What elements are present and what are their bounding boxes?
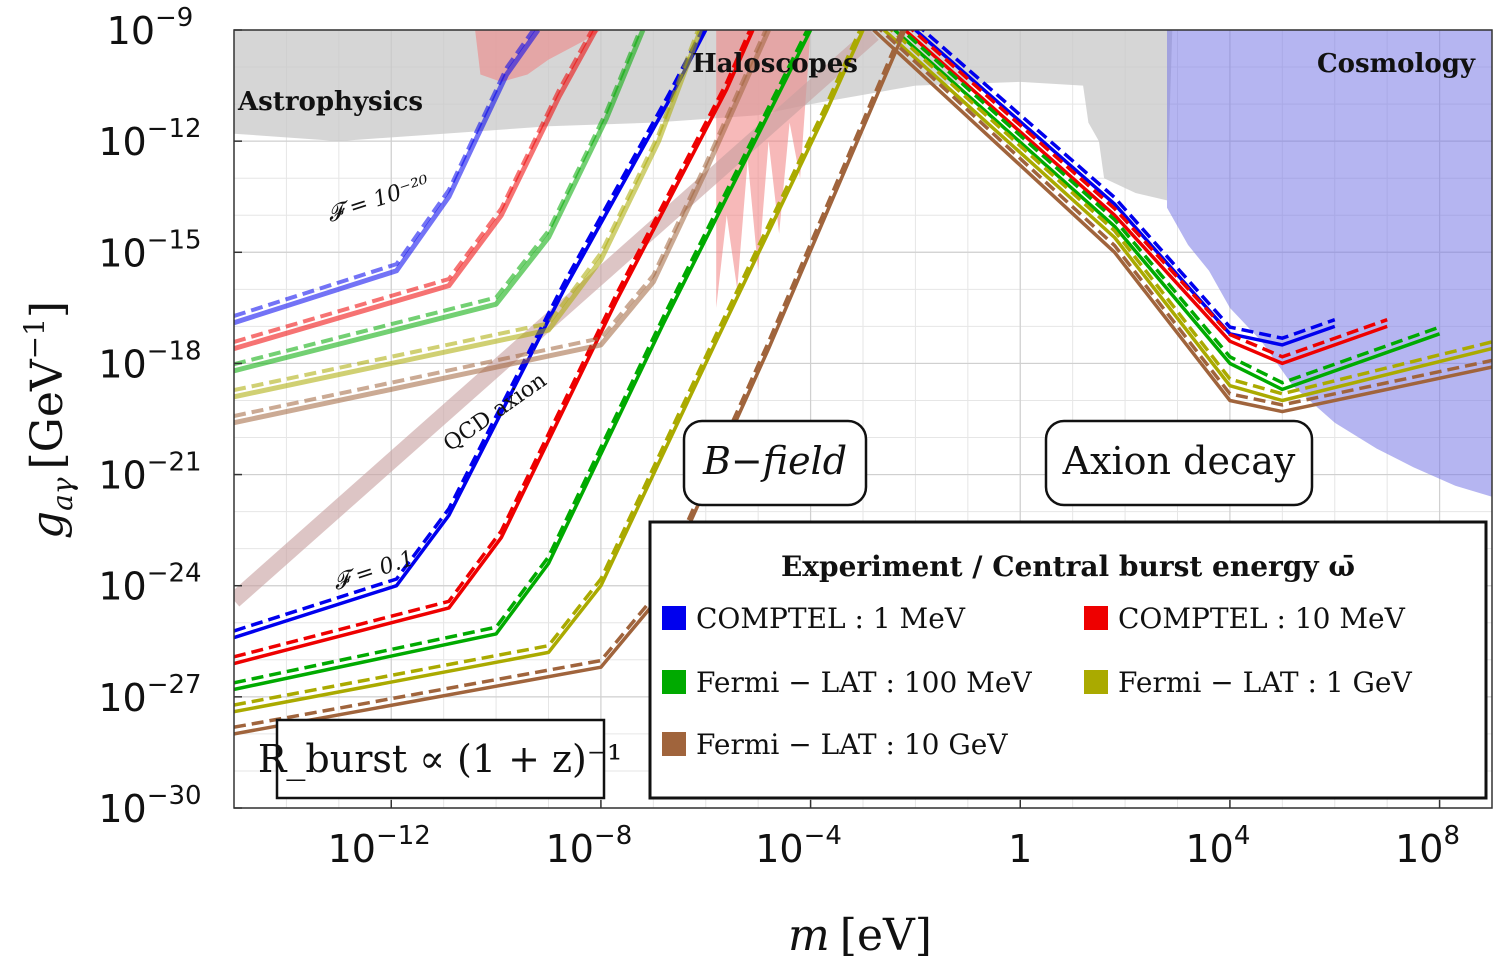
- y-axis-title: gaγ[GeV−1]: [18, 301, 79, 539]
- svg-text:gaγ[GeV−1]: gaγ[GeV−1]: [18, 301, 79, 539]
- axis-ticks: 10−12 10−8 10−4 1 104 108 10−9 10−12 10−15 10−18 1…: [98, 3, 1460, 871]
- series-3-decay-dashed: [888, 30, 1492, 396]
- series-4-bfield_F_high: [234, 30, 771, 426]
- series-3-decay: [882, 30, 1492, 403]
- legend-entry: COMPTEL : 1 MeV: [696, 602, 966, 635]
- sensitivity-curves: [234, 30, 1492, 736]
- series-2-decay: [893, 30, 1441, 392]
- legend-swatch: [1084, 670, 1108, 694]
- decay-label-box: Axion decay: [1044, 419, 1314, 507]
- series-2-decay-dashed: [899, 30, 1441, 385]
- legend-swatch: [662, 732, 686, 756]
- x-tick-label: 104: [1185, 821, 1250, 871]
- series-2-bfield_F_high: [234, 30, 646, 374]
- rate-label: R_burst ∝ (1 + z)⁻¹: [258, 737, 622, 782]
- series-4-decay: [872, 30, 1492, 414]
- legend-swatch: [662, 670, 686, 694]
- decay-label: Axion decay: [1062, 439, 1296, 483]
- y-tick-label: 10−24: [98, 559, 201, 609]
- x-tick-label: 108: [1395, 821, 1460, 871]
- series-3-bfield_F_high-dashed: [234, 30, 701, 393]
- legend-entry: Fermi − LAT : 1 GeV: [1118, 666, 1412, 699]
- series-2-bfield_F_low: [234, 30, 813, 692]
- f-high-label: 𝓕 = 10⁻²⁰: [324, 171, 433, 228]
- legend-title: Experiment / Central burst energy ω̄: [781, 550, 1355, 583]
- series-1-bfield_F_high: [234, 30, 598, 351]
- series-1-decay: [903, 30, 1388, 366]
- cosmology-region: [1167, 30, 1492, 497]
- haloscope-region: [475, 30, 601, 82]
- series-0-decay-dashed: [920, 30, 1336, 341]
- series-1-bfield_F_low-dashed: [234, 30, 752, 659]
- astrophysics-label: Astrophysics: [237, 87, 423, 117]
- y-tick-label: 10−27: [98, 670, 201, 720]
- y-tick-label: 10−9: [107, 3, 194, 53]
- legend: Experiment / Central burst energy ω̄ COM…: [648, 520, 1488, 800]
- bfield-label: B−field: [702, 439, 847, 483]
- f-low-label: 𝓕 = 0.1: [330, 546, 417, 596]
- legend-swatch: [662, 606, 686, 630]
- y-tick-label: 10−30: [98, 781, 201, 831]
- bfield-label-box: B−field: [682, 419, 868, 507]
- x-tick-label: 1: [1008, 827, 1032, 871]
- x-axis-title: m [eV]: [788, 910, 932, 961]
- y-tick-label: 10−18: [98, 336, 201, 386]
- plot-frame: [233, 29, 1493, 809]
- legend-swatch: [1084, 606, 1108, 630]
- series-2-bfield_F_high-dashed: [234, 30, 643, 367]
- y-tick-label: 10−12: [98, 114, 201, 164]
- series-3-bfield_F_low-dashed: [234, 30, 862, 707]
- haloscopes-label: Haloscopes: [692, 49, 858, 79]
- series-4-decay-dashed: [878, 30, 1492, 407]
- series-2-bfield_F_low-dashed: [234, 30, 810, 685]
- rate-label-box: R_burst ∝ (1 + z)⁻¹: [258, 718, 622, 800]
- series-3-bfield_F_low: [234, 30, 865, 714]
- x-tick-label: 10−12: [328, 821, 431, 871]
- y-tick-label: 10−15: [98, 225, 201, 275]
- series-0-bfield_F_high-dashed: [234, 30, 536, 318]
- legend-entry: Fermi − LAT : 100 MeV: [696, 666, 1032, 699]
- series-0-bfield_F_low-dashed: [234, 30, 705, 633]
- x-tick-label: 10−8: [546, 821, 633, 871]
- series-4-bfield_F_high-dashed: [234, 30, 768, 418]
- series-3-bfield_F_high: [234, 30, 703, 400]
- series-0-bfield_F_low: [234, 30, 708, 640]
- series-0-bfield_F_high: [234, 30, 541, 326]
- x-tick-label: 10−4: [755, 821, 842, 871]
- legend-entry: Fermi − LAT : 10 GeV: [696, 728, 1008, 761]
- series-1-bfield_F_high-dashed: [234, 30, 595, 344]
- cosmology-label: Cosmology: [1317, 49, 1476, 79]
- legend-entry: COMPTEL : 10 MeV: [1118, 602, 1406, 635]
- series-1-bfield_F_low: [234, 30, 755, 666]
- series-1-decay-dashed: [909, 30, 1388, 359]
- y-tick-label: 10−21: [98, 448, 201, 498]
